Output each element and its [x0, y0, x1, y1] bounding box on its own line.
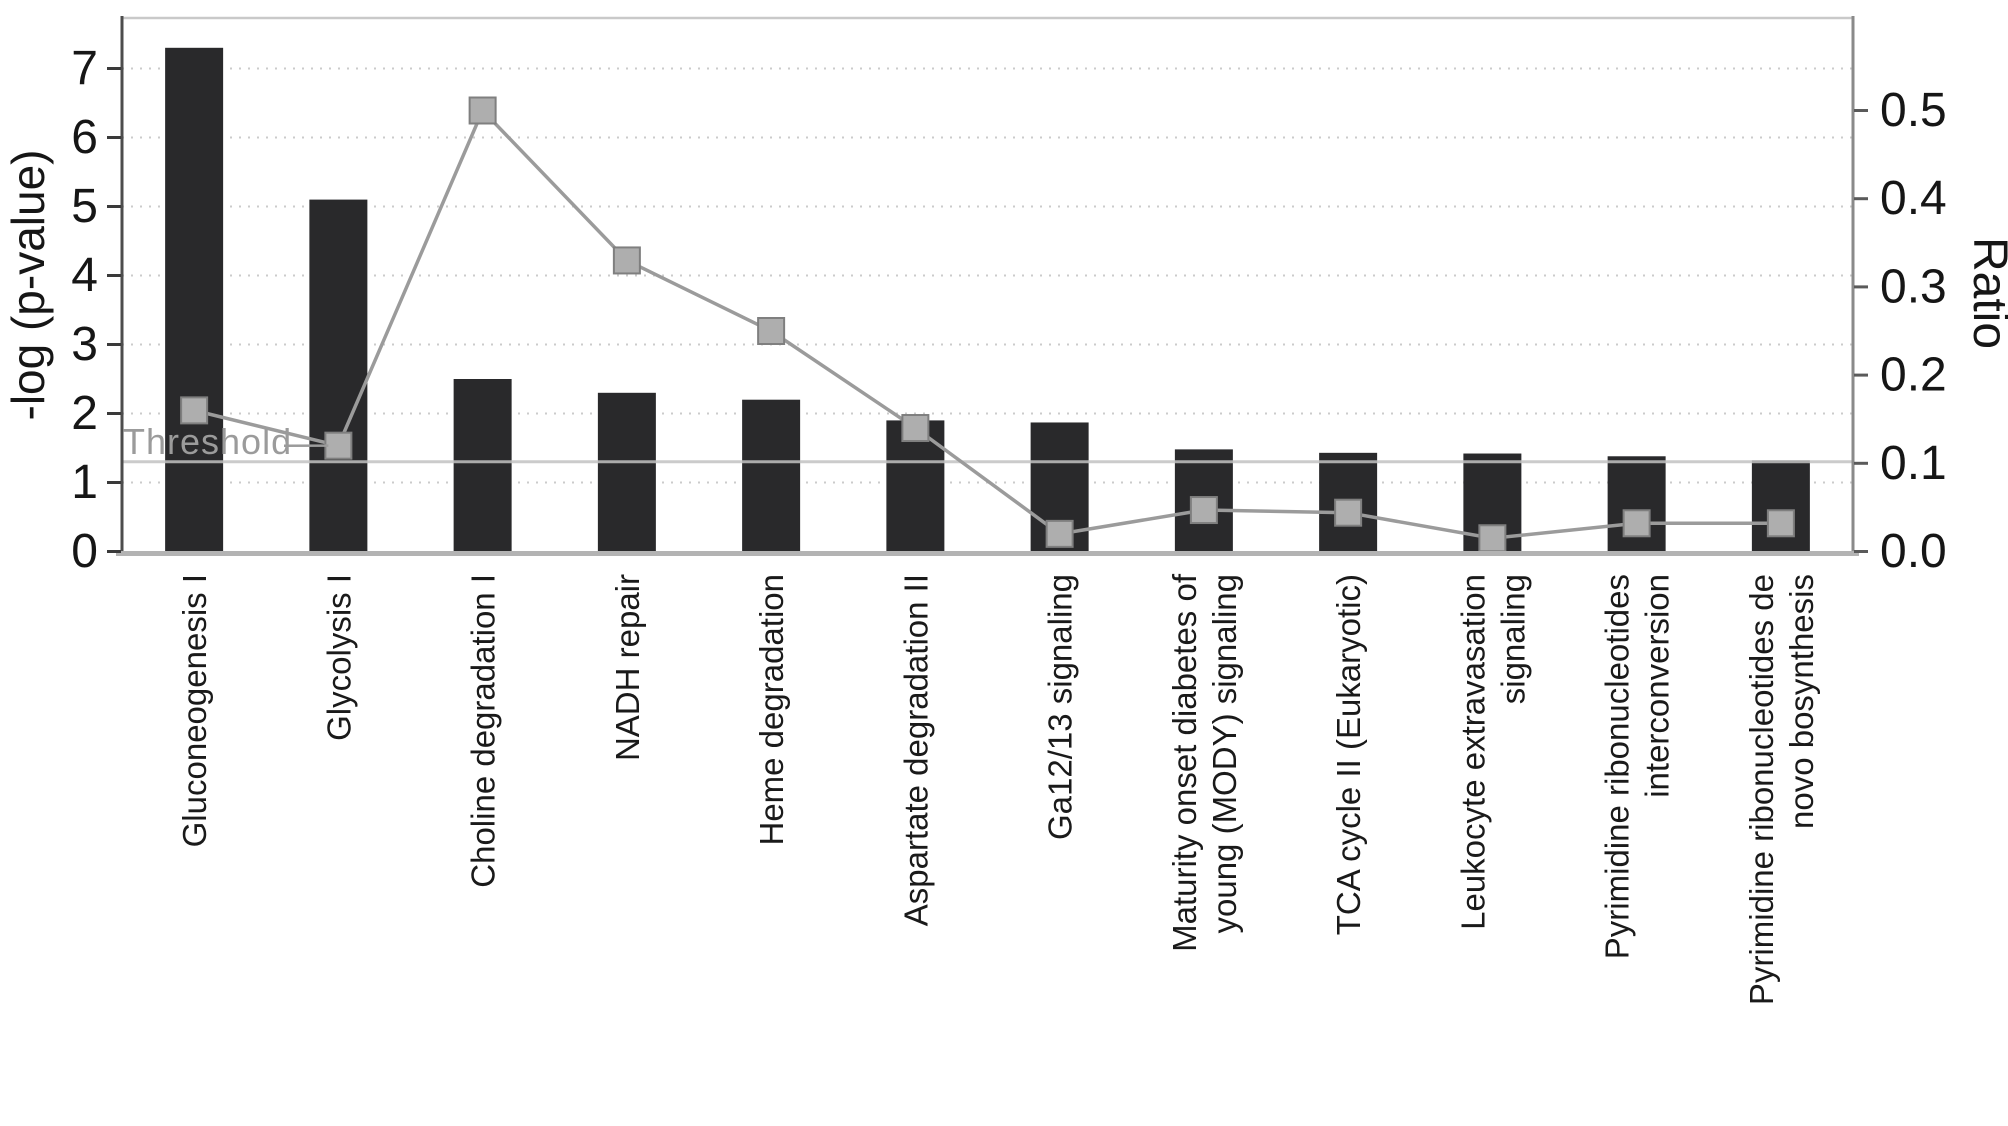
ratio-marker [1189, 496, 1218, 525]
x-category-label: Ga12/13 signaling [1042, 574, 1079, 840]
x-category-label: Glycolysis I [320, 574, 357, 741]
x-category-label: signaling [1494, 574, 1531, 704]
ratio-marker [1045, 519, 1074, 548]
right-axis-tick-label: 0.3 [1880, 260, 1947, 313]
bar [165, 47, 224, 554]
bar [1751, 460, 1810, 554]
right-axis-tick-label: 0.0 [1880, 525, 1947, 578]
right-axis-tick-label: 0.4 [1880, 172, 1947, 225]
x-category-label: Maturity onset diabetes of [1166, 573, 1203, 952]
x-category-label: Gluconeogenesis I [176, 574, 213, 847]
ratio-marker [1334, 498, 1363, 527]
ratio-marker [901, 414, 930, 443]
x-category-label: NADH repair [609, 574, 646, 761]
bar [742, 399, 801, 554]
right-axis-title: Ratio [1963, 237, 2008, 349]
left-axis-tick-label: 3 [71, 318, 98, 371]
ratio-marker [180, 396, 209, 425]
x-category-label: interconversion [1639, 574, 1676, 798]
ratio-line [193, 107, 1781, 541]
x-category-label: Pyrimidine ribonucleotides de [1743, 574, 1780, 1005]
bar [597, 392, 656, 554]
ratio-marker [468, 96, 497, 125]
x-category-label: novo bosynthesis [1783, 574, 1820, 829]
x-category-label: Aspartate degradation II [897, 574, 934, 926]
x-category-label: Choline degradation I [465, 574, 502, 888]
ratio-marker [324, 431, 353, 460]
left-axis-title: -log (p-value) [2, 150, 54, 421]
right-axis-tick-label: 0.1 [1880, 437, 1947, 490]
x-category-label: TCA cycle II (Eukaryotic) [1330, 574, 1367, 935]
left-axis-tick-label: 2 [71, 387, 98, 440]
threshold-label: Threshold [123, 421, 292, 462]
ratio-marker [1766, 509, 1795, 538]
bar [453, 379, 512, 554]
left-axis-tick-label: 0 [71, 525, 98, 578]
x-category-label: Pyrimidine ribonucleotides [1599, 574, 1636, 959]
bar [309, 199, 368, 554]
left-axis-tick-label: 4 [71, 249, 98, 302]
bar [1607, 456, 1666, 554]
ratio-marker [1478, 524, 1507, 553]
x-category-label: Leukocyte extravasation [1454, 574, 1491, 930]
x-category-label: young (MODY) signaling [1206, 574, 1243, 934]
ratio-marker [757, 317, 786, 345]
left-axis-tick-label: 7 [71, 42, 98, 95]
right-axis-tick-label: 0.2 [1880, 349, 1947, 402]
left-axis-tick-label: 1 [71, 456, 98, 509]
x-category-label: Heme degradation [753, 574, 790, 846]
ratio-marker [612, 246, 641, 275]
right-axis-tick-label: 0.5 [1880, 84, 1947, 137]
left-axis-tick-label: 6 [71, 111, 98, 164]
left-axis-tick-label: 5 [71, 180, 98, 233]
ratio-marker [1622, 509, 1651, 538]
